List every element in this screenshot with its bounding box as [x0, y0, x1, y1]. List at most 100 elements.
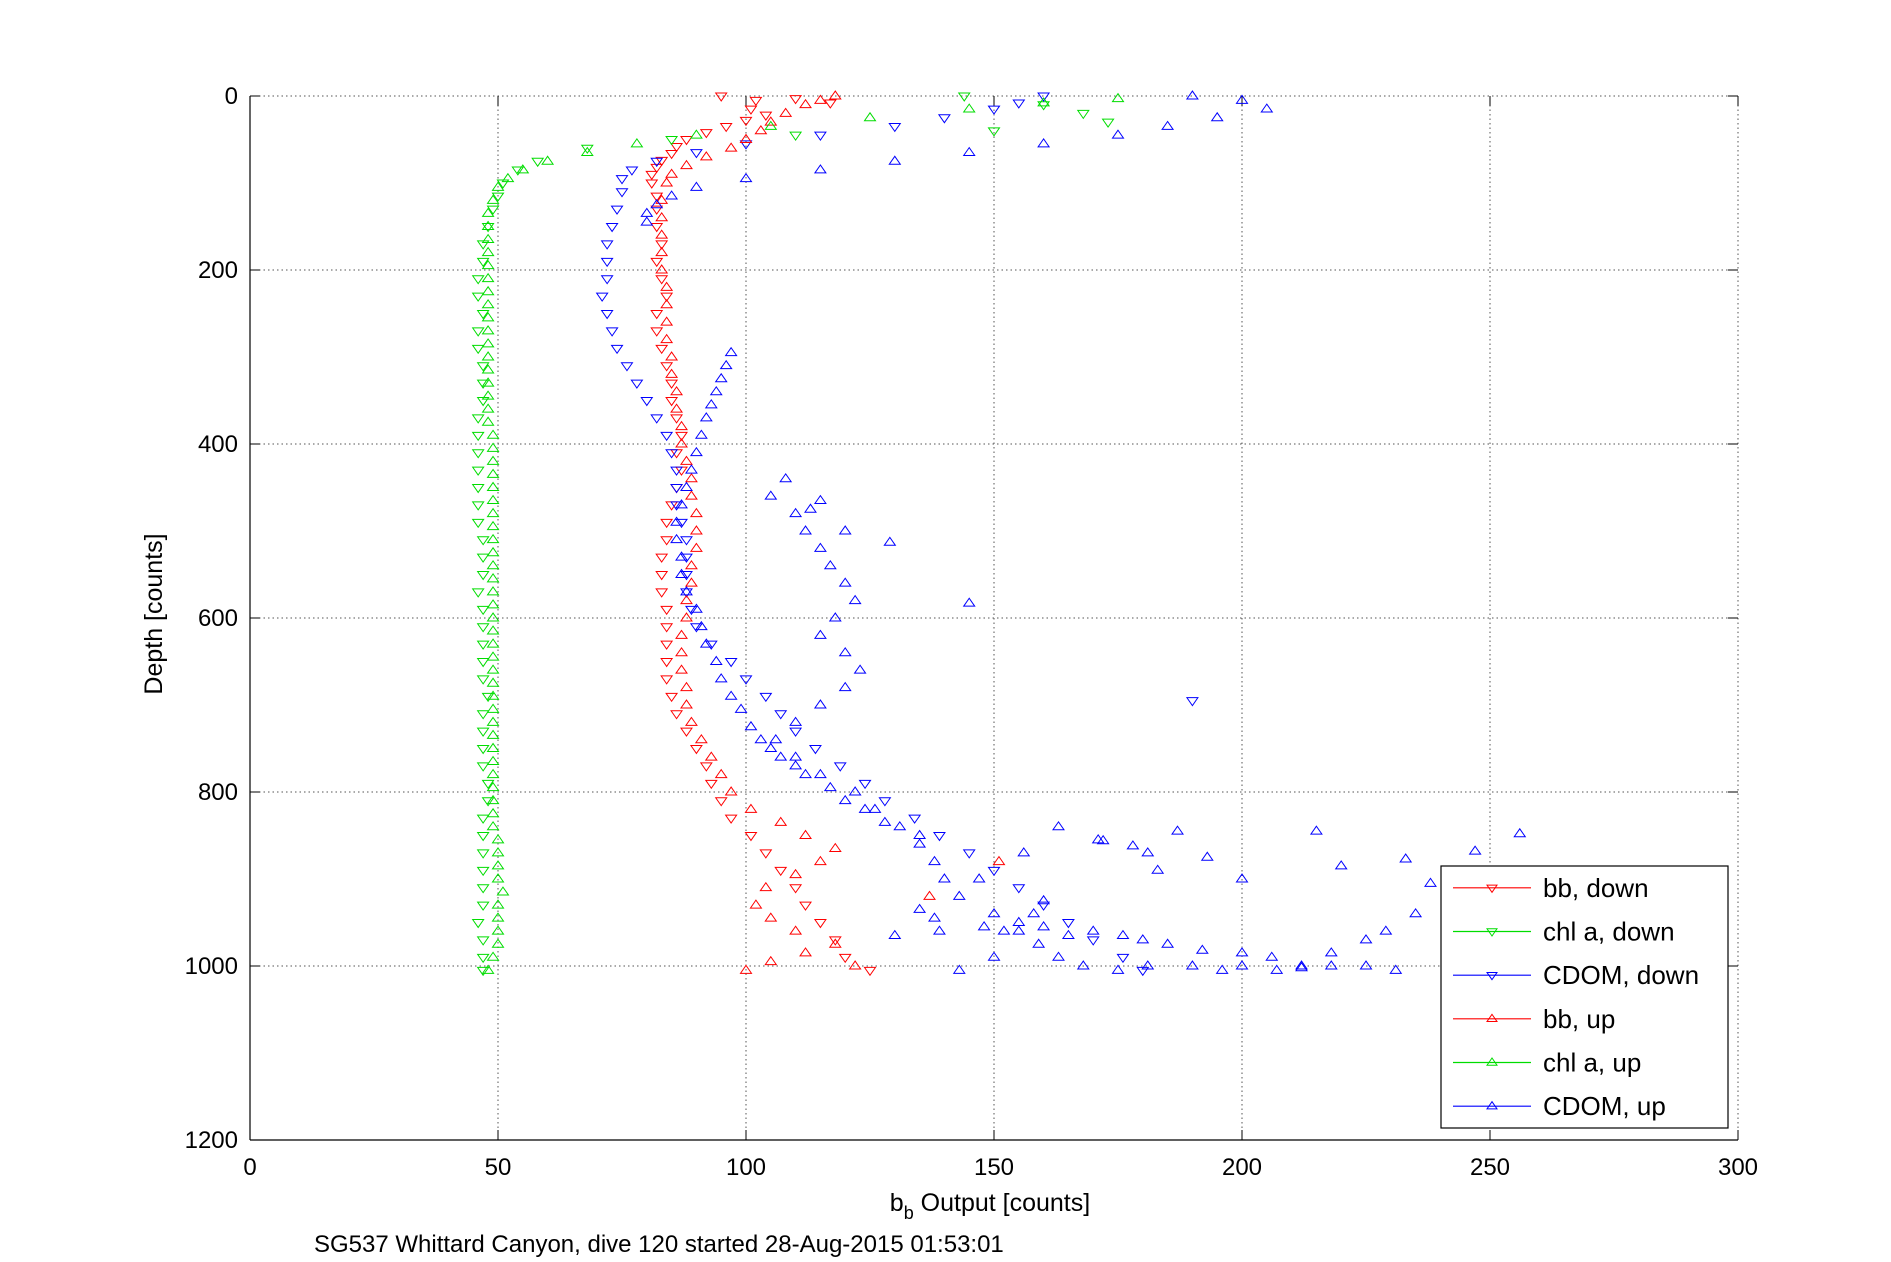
data-point — [1111, 964, 1125, 974]
data-point — [1235, 873, 1249, 883]
data-point — [1012, 916, 1026, 926]
data-point — [1086, 925, 1100, 935]
data-point — [640, 397, 654, 407]
data-point — [828, 842, 842, 853]
series-chl-a-up — [481, 92, 1125, 974]
data-point — [908, 814, 922, 824]
data-point — [734, 703, 748, 713]
data-point — [481, 312, 495, 322]
data-point — [997, 925, 1011, 935]
data-point — [1027, 907, 1041, 918]
data-point — [486, 951, 500, 961]
data-point — [511, 166, 525, 176]
series-bb-up — [655, 90, 1006, 974]
data-point — [680, 455, 693, 465]
data-point — [600, 257, 614, 268]
data-point — [1017, 847, 1031, 857]
data-point — [813, 855, 827, 866]
data-point — [476, 953, 490, 964]
data-point — [1116, 953, 1130, 964]
data-point — [486, 586, 500, 596]
data-point — [665, 449, 679, 459]
data-point — [1185, 697, 1199, 707]
data-point — [665, 136, 679, 146]
y-tick-label: 0 — [225, 83, 238, 110]
data-point — [486, 716, 500, 726]
data-point — [749, 899, 763, 909]
series-cdom-down — [595, 92, 1199, 977]
data-point — [665, 190, 679, 200]
data-point — [789, 507, 803, 518]
data-point — [476, 553, 490, 563]
data-point — [838, 681, 852, 692]
data-point — [670, 484, 684, 494]
data-point — [481, 298, 495, 309]
data-point — [779, 472, 793, 483]
data-point — [650, 205, 664, 215]
data-point — [580, 146, 594, 157]
data-point — [655, 344, 669, 355]
legend-label: bb, down — [1543, 873, 1649, 903]
data-point — [789, 716, 803, 726]
data-point — [675, 438, 688, 448]
data-point — [680, 136, 693, 146]
data-point — [665, 368, 679, 378]
data-point — [481, 416, 495, 426]
data-point — [962, 849, 976, 859]
data-point — [655, 553, 669, 563]
data-point — [660, 292, 674, 302]
data-point — [684, 464, 698, 474]
data-point — [640, 207, 654, 217]
data-point — [486, 455, 500, 465]
data-point — [650, 192, 664, 202]
data-point — [481, 259, 495, 270]
data-point — [724, 690, 738, 700]
y-tick-label: 600 — [198, 605, 238, 632]
data-point — [813, 629, 827, 639]
data-point — [476, 623, 490, 633]
data-point — [600, 310, 614, 320]
data-point — [853, 664, 867, 674]
series-chl-a-down — [471, 92, 1115, 977]
data-point — [491, 834, 505, 844]
data-point — [660, 536, 674, 546]
data-point — [670, 403, 684, 413]
data-point — [481, 207, 495, 217]
data-point — [471, 484, 485, 494]
data-point — [605, 223, 619, 233]
data-point — [774, 816, 788, 826]
data-point — [481, 351, 495, 361]
data-point — [680, 588, 693, 598]
data-point — [699, 151, 713, 161]
data-point — [823, 781, 837, 792]
data-point — [987, 127, 1001, 137]
data-point — [1061, 929, 1075, 940]
data-point — [883, 536, 897, 546]
data-point — [987, 866, 1001, 877]
data-point — [1141, 960, 1155, 970]
data-point — [813, 131, 827, 141]
data-point — [888, 155, 902, 165]
data-point — [694, 620, 708, 631]
data-point — [471, 449, 485, 459]
data-point — [1032, 938, 1046, 948]
data-point — [759, 849, 773, 859]
data-point — [1151, 864, 1165, 874]
data-point — [481, 285, 495, 296]
data-point — [689, 129, 703, 139]
data-point — [992, 855, 1006, 866]
data-point — [650, 257, 664, 268]
data-point — [620, 362, 634, 372]
data-point — [491, 899, 505, 909]
data-point — [684, 472, 698, 483]
data-point — [1037, 921, 1051, 931]
data-point — [764, 912, 778, 922]
data-point — [670, 533, 684, 544]
data-point — [952, 890, 966, 900]
data-point — [486, 559, 500, 570]
data-point — [714, 768, 728, 779]
data-point — [486, 442, 500, 452]
data-point — [724, 658, 738, 668]
footer-caption: SG537 Whittard Canyon, dive 120 started … — [314, 1231, 1004, 1258]
data-point — [645, 179, 659, 189]
